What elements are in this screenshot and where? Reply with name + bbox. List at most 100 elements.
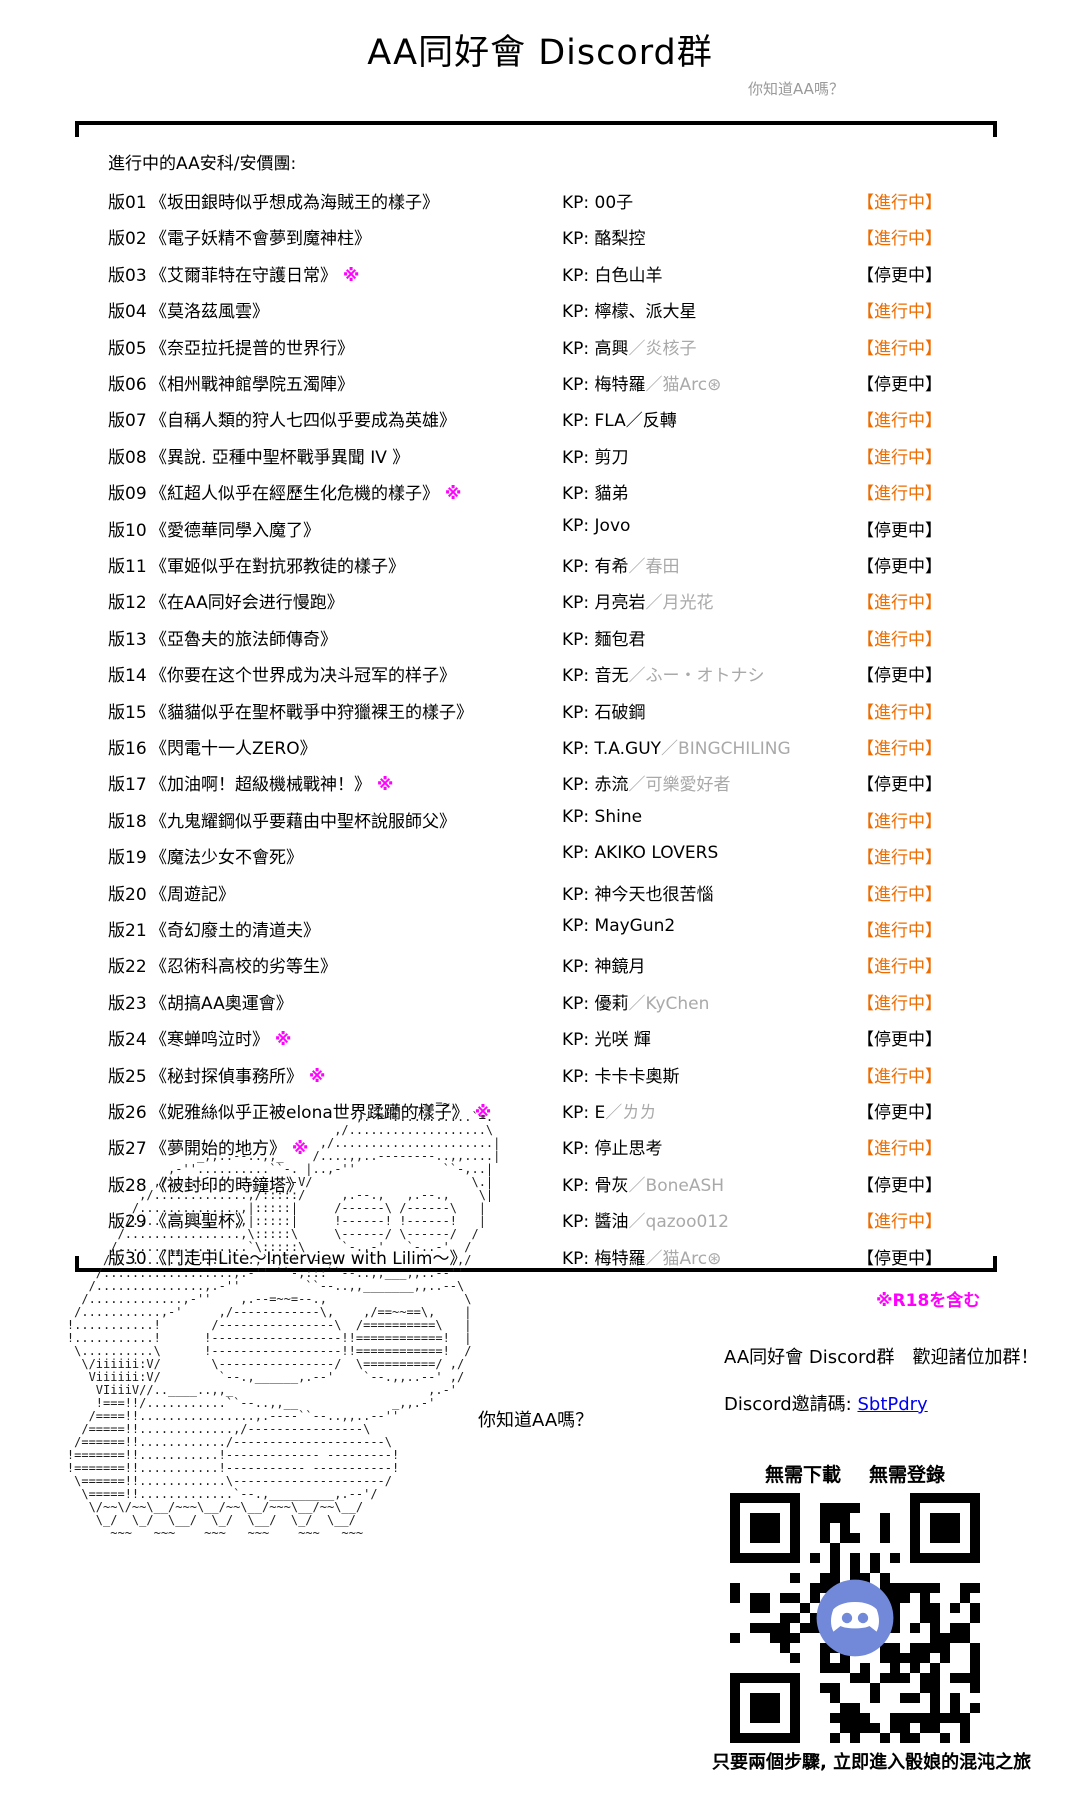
kp-name: KP: 光咲 輝 [562, 1030, 651, 1051]
list-row: 版09 《紅超人似乎在經歷生化危機的樣子》 ※ KP: 貓弟 【進行中】 [0, 479, 1080, 505]
work-title: 《閃電十一人ZERO》 [150, 739, 317, 759]
list-row: 版15 《貓貓似乎在聖杯戰爭中狩獵裸王的樣子》 KP: 石破鋼 【進行中】 [0, 698, 1080, 723]
kp-name: KP: 停止思考 [562, 1139, 663, 1160]
work-title: 《自稱人類的狩人七四似乎要成為英雄》 [150, 411, 456, 432]
invite-code-link[interactable]: SbtPdry [857, 1394, 928, 1415]
list-row: 版05 《奈亞拉托提普的世界行》 KP: 高興／炎核子 【進行中】 [0, 334, 1080, 359]
list-row: 版30 《鬥走中Lite～Interview with Lilim～》 KP: 梅特… [0, 1244, 1080, 1269]
kp-name: KP: Shine [562, 806, 643, 827]
work-title: 《鬥走中Lite～Interview with Lilim～》 [150, 1248, 467, 1269]
work-title: 《夢開始的地方》 ※ [150, 1139, 309, 1160]
kp-secondary-name: ／猫Arc⊛ [645, 1248, 722, 1269]
kp-secondary-name: ／猫Arc⊛ [645, 375, 722, 395]
page-title: AA同好會 Discord群 [367, 33, 713, 73]
work-title: 《軍姬似乎在對抗邪教徒的樣子》 [150, 557, 405, 577]
list-header: 進行中的AA安科/安價團: [108, 154, 297, 174]
status-badge: 【進行中】 [857, 848, 942, 869]
invite-line: Discord邀請碼: SbtPdry [724, 1390, 928, 1416]
list-row: 版01 《坂田銀時似乎想成為海賊王的樣子》 KP: 00子 【進行中】 [0, 188, 1080, 213]
status-badge: 【進行中】 [857, 229, 942, 250]
kp-name: KP: 酪梨控 [562, 229, 646, 250]
qr-code [730, 1493, 980, 1743]
list-row: 版17 《加油啊！超級機械戰神！》 ※ KP: 赤流／可樂愛好者 【停更中】 [0, 770, 1080, 796]
row-number: 版17 [108, 775, 147, 796]
status-badge: 【進行中】 [857, 884, 942, 905]
status-badge: 【停更中】 [857, 265, 942, 286]
kp-secondary-name: ／ふー・オトナシ [628, 666, 765, 687]
row-number: 版01 [108, 193, 147, 213]
status-badge: 【停更中】 [857, 520, 942, 541]
kp-name: KP: Jovo [562, 515, 631, 536]
kp-name: KP: 月亮岩／月光花 [562, 593, 714, 614]
kp-name: KP: 赤流／可樂愛好者 [562, 775, 731, 796]
r18-mark: ※ [468, 1103, 492, 1123]
work-title: 《魔法少女不會死》 [150, 848, 303, 869]
status-badge: 【進行中】 [857, 302, 942, 323]
kp-name: KP: 00子 [562, 193, 634, 213]
work-title: 《高興聖杯》 [150, 1212, 252, 1233]
list-row: 版16 《閃電十一人ZERO》 KP: T.A.GUY／BINGCHILING 【進行… [0, 734, 1080, 759]
list-row: 版14 《你要在这个世界成为决斗冠军的样子》 KP: 音无／ふー・オトナシ 【停更中】 [0, 661, 1080, 687]
kp-secondary-name: ／月光花 [645, 593, 714, 614]
list-row: 版20 《周遊記》 KP: 神今天也很苦惱 【進行中】 [0, 880, 1080, 905]
work-title: 《妮雅絲似乎正被elona世界蹂躪的樣子》 ※ [150, 1103, 492, 1123]
work-title: 《你要在这个世界成为决斗冠军的样子》 [150, 666, 456, 687]
status-badge: 【進行中】 [857, 1066, 942, 1087]
status-badge: 【停更中】 [857, 1175, 942, 1196]
row-number: 版07 [108, 411, 147, 432]
list-row: 版04 《莫洛茲風雲》 KP: 檸檬、派大星 【進行中】 [0, 297, 1080, 323]
row-number: 版30 [108, 1248, 147, 1269]
invite-label: Discord邀請碼: [724, 1394, 852, 1415]
row-number: 版23 [108, 993, 147, 1014]
kp-name: KP: 貓弟 [562, 484, 629, 505]
r18-mark: ※ [286, 1139, 309, 1160]
status-badge: 【進行中】 [857, 1139, 942, 1160]
kp-name: KP: 高興／炎核子 [562, 338, 697, 359]
row-number: 版19 [108, 848, 147, 869]
kp-secondary-name: ／BINGCHILING [661, 739, 791, 759]
r18-mark: ※ [269, 1030, 292, 1051]
kp-secondary-name: ／qazoo012 [628, 1212, 729, 1233]
kp-name: KP: E／ㄌㄌ [562, 1103, 657, 1123]
status-badge: 【進行中】 [857, 411, 942, 432]
kp-secondary-name: ／BoneASH [628, 1175, 725, 1196]
r18-mark: ※ [371, 775, 394, 796]
work-title: 《貓貓似乎在聖杯戰爭中狩獵裸王的樣子》 [150, 702, 473, 723]
row-number: 版10 [108, 520, 147, 541]
work-title: 《秘封探偵事務所》 ※ [150, 1066, 326, 1087]
work-title: 《奇幻廢土的清道夫》 [150, 921, 320, 941]
row-number: 版26 [108, 1103, 147, 1123]
kp-name: KP: FLA／反轉 [562, 411, 677, 432]
kp-name: KP: 剪刀 [562, 447, 629, 468]
list-frame-bottom-border [75, 1256, 997, 1272]
row-number: 版18 [108, 811, 147, 832]
list-row: 版11 《軍姬似乎在對抗邪教徒的樣子》 KP: 有希／春田 【停更中】 [0, 552, 1080, 577]
work-title: 《周遊記》 [150, 884, 235, 905]
kp-name: KP: 優莉／KyChen [562, 993, 710, 1014]
kp-name: KP: 梅特羅／猫Arc⊛ [562, 375, 722, 395]
row-number: 版13 [108, 629, 147, 650]
list-frame-top-border [75, 121, 997, 137]
status-badge: 【停更中】 [857, 1103, 942, 1123]
list-row: 版03 《艾爾菲特在守護日常》 ※ KP: 白色山羊 【停更中】 [0, 261, 1080, 286]
status-badge: 【進行中】 [857, 921, 942, 941]
row-number: 版15 [108, 702, 147, 723]
list-row: 版19 《魔法少女不會死》 KP: AKIKO LOVERS 【進行中】 [0, 843, 1080, 869]
kp-secondary-name: ／KyChen [628, 993, 710, 1014]
kp-name: KP: 麵包君 [562, 629, 646, 650]
kp-secondary-name: ／可樂愛好者 [628, 775, 731, 796]
status-badge: 【進行中】 [857, 811, 942, 832]
list-row: 版29 《高興聖杯》 KP: 醬油／qazoo012 【進行中】 [0, 1207, 1080, 1233]
aa-caption: 你知道AA嗎？ [478, 1410, 594, 1431]
work-title: 《奈亞拉托提普的世界行》 [150, 338, 354, 359]
status-badge: 【進行中】 [857, 593, 942, 614]
ascii-art: _,,..--=~, ,.-='...........`=. ,/.......… [66, 1097, 501, 1540]
work-title: 《九鬼耀鋼似乎要藉由中聖杯說服師父》 [150, 811, 456, 832]
row-number: 版28 [108, 1175, 147, 1196]
qr-caption: 只要兩個步驟, 立即進入骰娘的混沌之旅 [712, 1752, 1032, 1773]
list-row: 版18 《九鬼耀鋼似乎要藉由中聖杯說服師父》 KP: Shine 【進行中】 [0, 806, 1080, 832]
work-title: 《電子妖精不會夢到魔神柱》 [150, 229, 371, 250]
discord-logo-icon [815, 1578, 895, 1658]
r18-mark: ※ [303, 1066, 326, 1087]
kp-name: KP: 有希／春田 [562, 557, 680, 577]
